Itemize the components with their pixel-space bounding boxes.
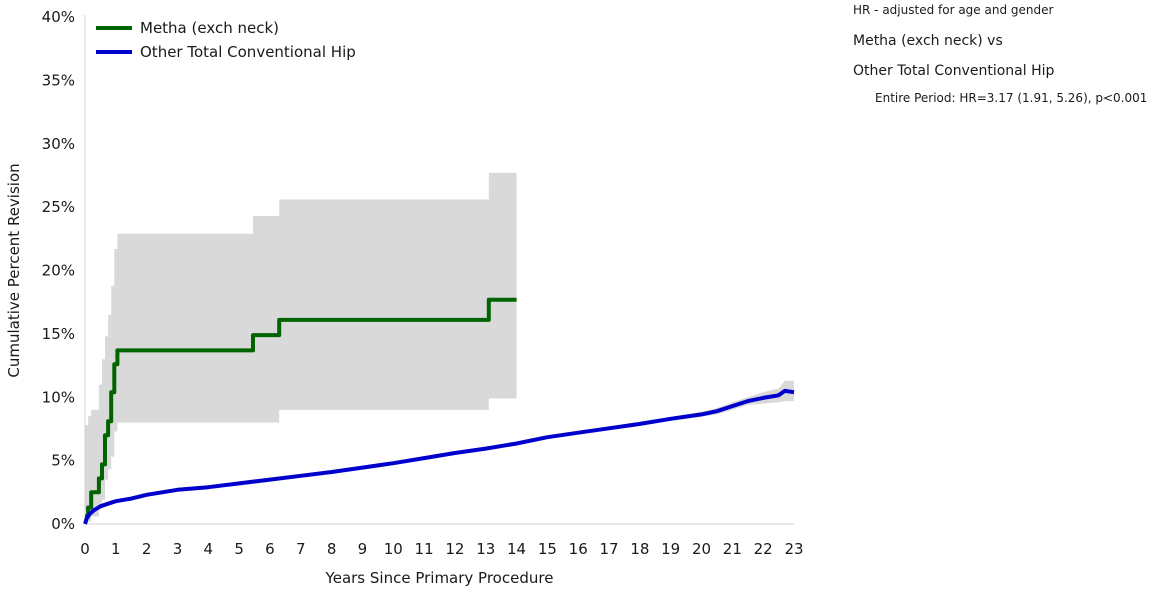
y-tick-label: 5% [51,452,75,470]
x-tick-label: 2 [142,540,152,558]
x-tick-label: 20 [692,540,711,558]
x-tick-label: 6 [265,540,275,558]
x-tick-label: 17 [599,540,618,558]
x-tick-label: 18 [630,540,649,558]
hr-panel-title: HR - adjusted for age and gender [853,3,1054,17]
legend: Metha (exch neck) Other Total Conventiona… [96,19,356,61]
x-tick-label: 3 [173,540,183,558]
x-tick-label: 1 [111,540,121,558]
x-tick-label: 23 [784,540,803,558]
x-tick-label: 22 [754,540,773,558]
hr-comparison-line-1: Metha (exch neck) vs [853,33,1003,49]
hr-comparison-line-2: Other Total Conventional Hip [853,63,1055,79]
x-tick-label: 16 [569,540,588,558]
x-tick-label: 19 [661,540,680,558]
x-tick-label: 21 [723,540,742,558]
y-tick-label: 30% [42,135,75,153]
x-tick-label: 14 [507,540,526,558]
hr-entire-period: Entire Period: HR=3.17 (1.91, 5.26), p<0… [875,91,1148,105]
axes: 0 1 2 3 4 5 6 7 8 9 10 11 12 13 14 15 16 17 18 19 20 21 22 230%… [42,8,804,558]
legend-label: Other Total Conventional Hip [140,43,356,61]
y-axis-title: Cumulative Percent Revision [5,163,23,377]
y-tick-label: 35% [42,71,75,89]
y-tick-label: 10% [42,388,75,406]
x-tick-label: 11 [415,540,434,558]
series-lines [83,297,795,525]
y-tick-label: 0% [51,515,75,533]
x-tick-label: 8 [327,540,337,558]
x-tick-label: 15 [538,540,557,558]
x-tick-label: 0 [80,540,90,558]
y-tick-label: 20% [42,262,75,280]
legend-label: Metha (exch neck) [140,19,279,37]
x-tick-label: 4 [204,540,214,558]
x-tick-label: 9 [358,540,368,558]
y-tick-label: 25% [42,198,75,216]
x-tick-label: 13 [476,540,495,558]
x-tick-label: 12 [445,540,464,558]
x-tick-label: 10 [384,540,403,558]
ci-band-series-1 [85,172,517,523]
confidence-bands [85,172,794,524]
series-line-2 [83,388,795,525]
y-tick-label: 15% [42,325,75,343]
x-tick-label: 5 [234,540,244,558]
x-tick-label: 7 [296,540,306,558]
y-tick-label: 40% [42,8,75,26]
x-axis-title: Years Since Primary Procedure [325,569,554,587]
series-line-1 [85,297,517,519]
